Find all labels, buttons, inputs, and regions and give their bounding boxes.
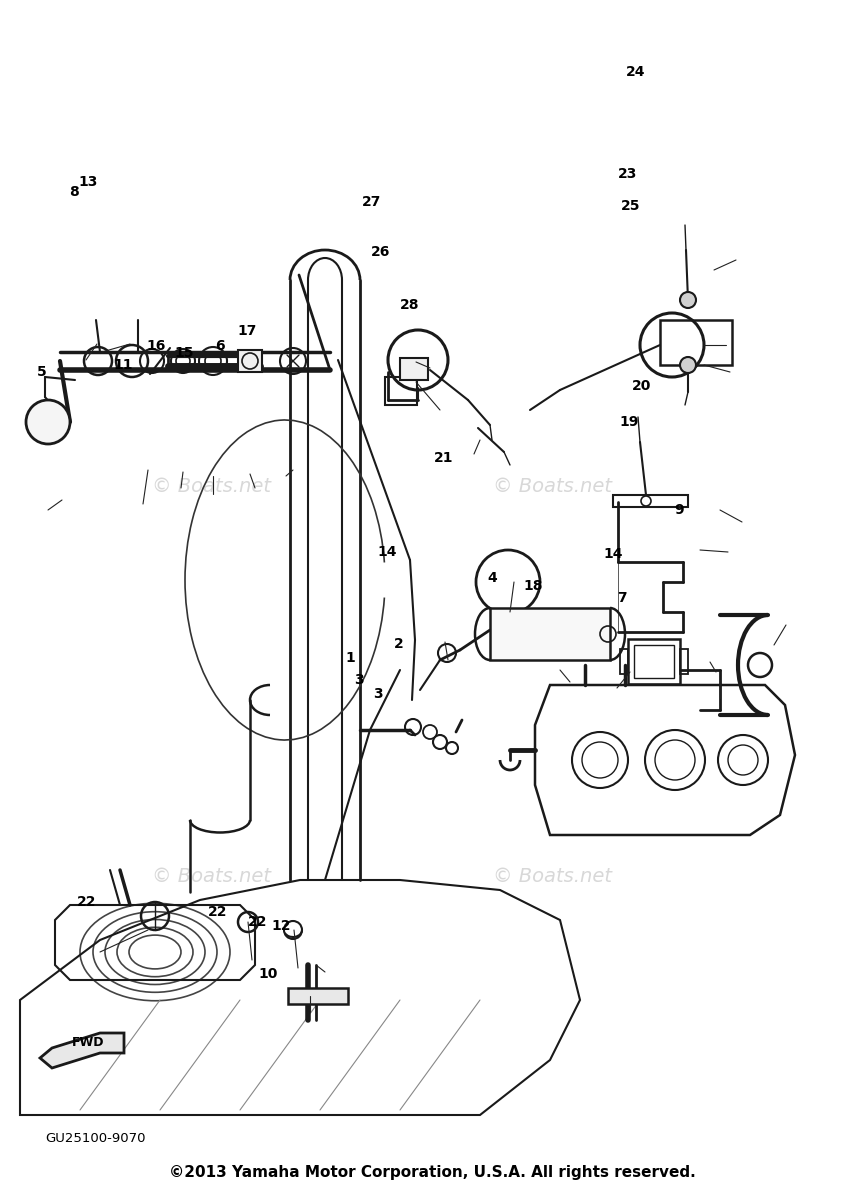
Text: 6: 6	[215, 338, 226, 353]
Text: © Boats.net: © Boats.net	[493, 866, 613, 886]
Text: © Boats.net: © Boats.net	[493, 476, 613, 496]
Circle shape	[680, 292, 696, 308]
Text: 2: 2	[394, 637, 404, 652]
Bar	[634, 646, 674, 678]
Text: 16: 16	[147, 338, 166, 353]
Bar	[620, 649, 628, 674]
Text: 15: 15	[175, 346, 194, 360]
Text: 1: 1	[345, 650, 355, 665]
Bar	[385, 377, 417, 404]
Bar	[660, 320, 732, 365]
Text: 22: 22	[208, 905, 227, 919]
Text: 22: 22	[248, 914, 267, 929]
Text: 23: 23	[618, 167, 637, 181]
Text: 22: 22	[77, 895, 96, 910]
Bar	[613, 494, 688, 506]
Text: 21: 21	[435, 451, 454, 466]
Bar	[288, 988, 348, 1004]
Text: 3: 3	[373, 686, 384, 701]
Polygon shape	[40, 1033, 124, 1068]
Text: 5: 5	[36, 365, 47, 379]
Text: 4: 4	[487, 571, 498, 586]
Text: 3: 3	[353, 673, 364, 688]
Text: 10: 10	[258, 967, 277, 982]
Text: ©2013 Yamaha Motor Corporation, U.S.A. All rights reserved.: ©2013 Yamaha Motor Corporation, U.S.A. A…	[168, 1164, 696, 1180]
Text: 12: 12	[271, 919, 290, 934]
Text: 25: 25	[621, 199, 640, 214]
Bar	[490, 608, 610, 660]
Text: 14: 14	[604, 547, 623, 562]
Text: 14: 14	[378, 545, 397, 559]
Bar	[680, 649, 688, 674]
Text: 9: 9	[674, 503, 684, 517]
Bar	[628, 638, 680, 684]
Text: 13: 13	[79, 175, 98, 190]
Text: 8: 8	[69, 185, 79, 199]
Text: © Boats.net: © Boats.net	[152, 866, 271, 886]
Bar	[400, 358, 428, 380]
Circle shape	[680, 358, 696, 373]
Text: 7: 7	[617, 590, 627, 605]
Bar	[238, 350, 262, 372]
Text: FWD: FWD	[72, 1037, 105, 1050]
Text: 26: 26	[371, 245, 390, 259]
Text: 28: 28	[400, 298, 419, 312]
Text: GU25100-9070: GU25100-9070	[45, 1132, 145, 1145]
Circle shape	[26, 400, 70, 444]
Text: 18: 18	[524, 578, 543, 593]
Text: 19: 19	[619, 415, 638, 430]
Text: 17: 17	[238, 324, 257, 338]
Text: © Boats.net: © Boats.net	[152, 476, 271, 496]
Text: 24: 24	[626, 65, 645, 79]
Text: 27: 27	[362, 194, 381, 209]
Text: 20: 20	[632, 379, 651, 394]
Text: 11: 11	[114, 358, 133, 372]
